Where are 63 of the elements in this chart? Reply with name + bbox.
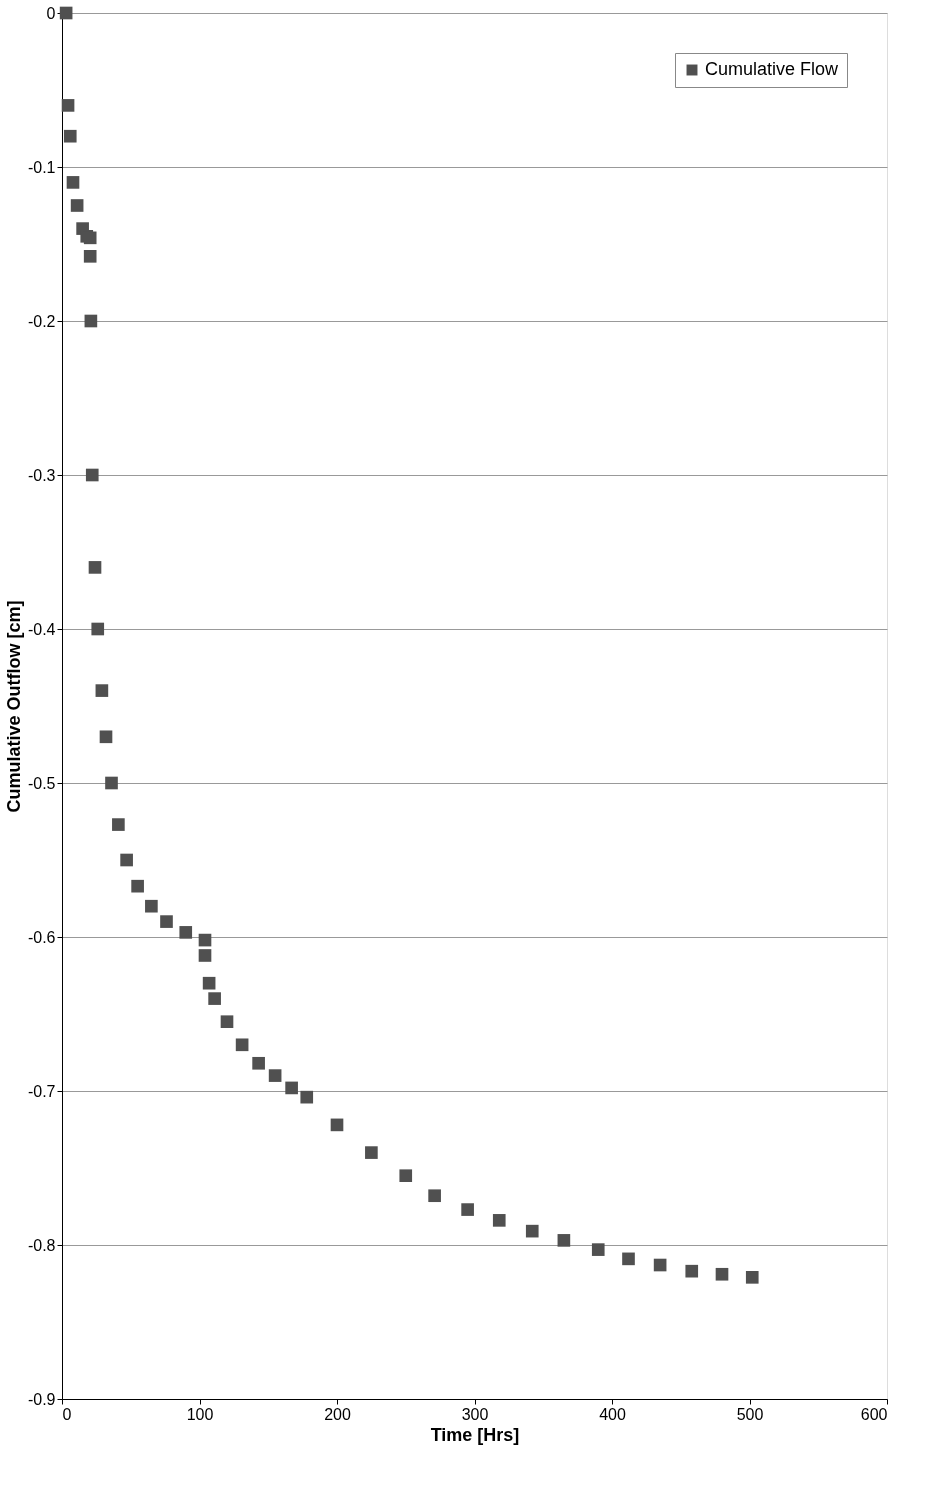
- point: [70, 199, 84, 212]
- point: [99, 730, 113, 744]
- point: [95, 684, 109, 697]
- point: [61, 99, 75, 112]
- point: [235, 1038, 249, 1052]
- point: [653, 1258, 667, 1272]
- x-tick-label: 500: [736, 1405, 764, 1423]
- point: [399, 1169, 413, 1183]
- point: [85, 468, 99, 482]
- y-tick-label: 0: [46, 4, 56, 22]
- y-tick-label: -0.2: [27, 312, 56, 330]
- x-tick-label: 600: [860, 1405, 888, 1423]
- point: [461, 1203, 474, 1216]
- y-tick-label: -0.9: [27, 1390, 56, 1408]
- y-tick-label: -0.1: [27, 158, 56, 176]
- point: [198, 949, 212, 962]
- x-tick-label: 400: [599, 1405, 626, 1423]
- point: [88, 561, 102, 574]
- x-tick-label: 100: [186, 1405, 214, 1423]
- point: [208, 992, 221, 1005]
- point: [285, 1081, 298, 1095]
- point: [59, 6, 73, 20]
- point: [622, 1252, 635, 1266]
- legend-label: Cumulative Flow: [705, 59, 840, 79]
- point: [428, 1189, 441, 1203]
- point: [330, 1118, 344, 1132]
- point: [525, 1224, 539, 1238]
- point: [160, 915, 173, 928]
- x-tick-label: 300: [461, 1405, 489, 1423]
- x-tick-label: 200: [324, 1405, 351, 1423]
- point: [145, 899, 158, 913]
- point: [685, 1264, 699, 1278]
- y-tick-label: -0.3: [27, 466, 56, 484]
- point: [715, 1267, 729, 1281]
- y-tick-label: -0.8: [27, 1236, 56, 1254]
- y-tick-label: -0.5: [27, 774, 56, 792]
- point: [300, 1090, 314, 1104]
- point: [66, 176, 80, 189]
- point: [268, 1069, 282, 1082]
- point: [131, 879, 144, 893]
- y-tick-label: -0.7: [27, 1082, 56, 1100]
- y-tick-label: -0.4: [27, 620, 56, 638]
- point: [83, 250, 97, 263]
- point: [179, 926, 193, 939]
- point: [120, 853, 133, 867]
- point: [202, 976, 216, 990]
- point: [112, 818, 125, 831]
- point: [557, 1234, 571, 1247]
- point: [91, 622, 105, 636]
- point: [492, 1214, 506, 1227]
- point: [198, 933, 212, 947]
- point: [591, 1243, 605, 1256]
- point: [220, 1015, 234, 1029]
- x-tick-label: 0: [62, 1405, 72, 1423]
- y-axis-title: Cumulative Outflow [cm]: [3, 600, 24, 813]
- x-axis-title: Time [Hrs]: [430, 1424, 520, 1445]
- point: [105, 776, 118, 790]
- point: [63, 129, 77, 143]
- point: [84, 314, 98, 328]
- point: [745, 1271, 759, 1284]
- point: [252, 1056, 265, 1070]
- y-tick-label: -0.6: [27, 928, 56, 946]
- point: [365, 1146, 378, 1159]
